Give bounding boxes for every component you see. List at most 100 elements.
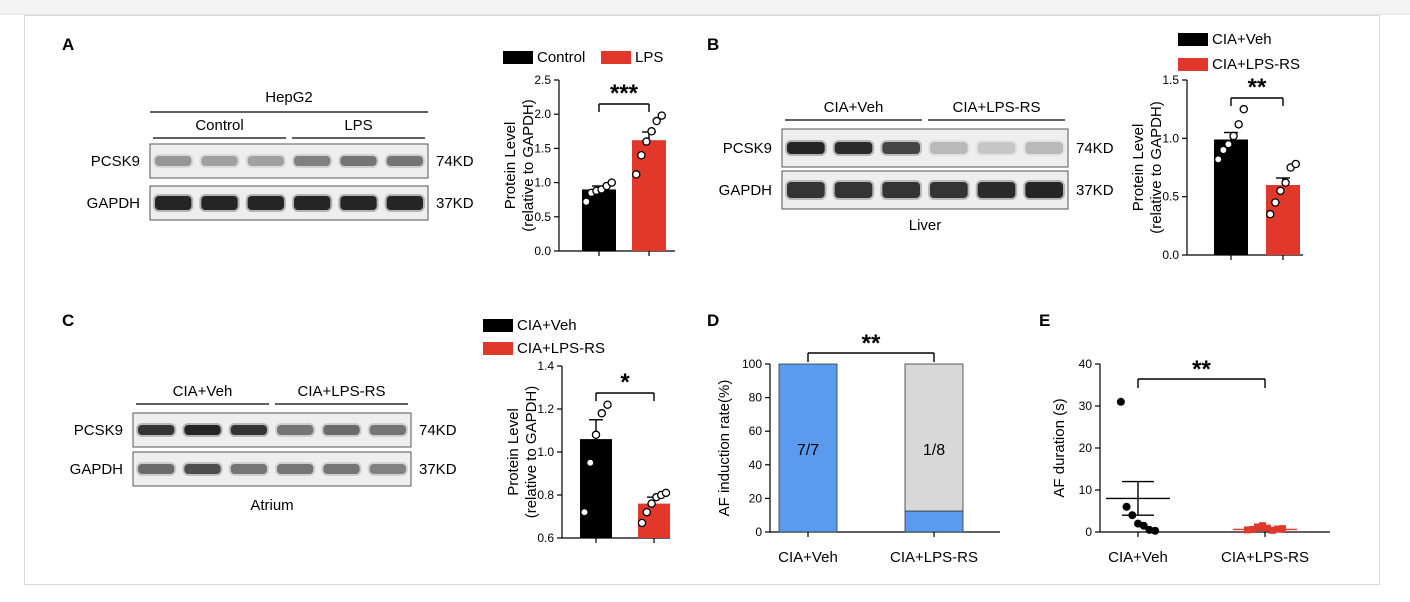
- blot-B-band-core: [882, 142, 920, 154]
- blot-A-band-halo: [338, 194, 379, 212]
- blot-B-band: [928, 140, 970, 156]
- blot-C-group-label: CIA+LPS-RS: [298, 383, 386, 400]
- blot-B-size-label: 37KD: [1076, 182, 1114, 199]
- chart-E-y-tick-label: 40: [1079, 357, 1093, 371]
- chart-A-bar-1: [632, 140, 666, 251]
- chart-A-point: [582, 197, 591, 207]
- blot-A-band-core: [201, 156, 238, 166]
- chart-B-point: [1291, 159, 1301, 169]
- chart-D-y-tick-label: 80: [749, 391, 763, 405]
- chart-B-sig-stars: **: [1248, 74, 1267, 101]
- chart-A-point: [657, 111, 667, 120]
- chart-C-point: [580, 507, 589, 517]
- blot-C-band-core: [230, 464, 267, 474]
- chart-E-point: [1151, 526, 1160, 535]
- blot-C-band-core: [369, 464, 406, 474]
- blot-C-band-halo: [321, 423, 362, 437]
- chart-C-legend-label: CIA+LPS-RS: [517, 340, 605, 357]
- blot-A-band: [153, 154, 194, 168]
- chart-A-point: [652, 116, 661, 126]
- blot-C-band-halo: [321, 462, 362, 476]
- blot-C-band-core: [138, 464, 175, 474]
- chart-B-point: [1219, 145, 1228, 155]
- chart-B-point: [1276, 186, 1285, 196]
- blot-B-band-core: [882, 182, 920, 198]
- blot-A-band-core: [294, 156, 331, 166]
- chart-A-y-tick-label: 2.0: [534, 107, 551, 121]
- blot-C-band: [136, 462, 177, 476]
- chart-D-x-tick-label: CIA+LPS-RS: [890, 549, 978, 566]
- blot-C-band-halo: [228, 462, 269, 476]
- blot-B-tissue-label: Liver: [909, 217, 942, 234]
- chart-A-y-tick-label: 2.5: [534, 73, 551, 87]
- chart-A-sig-stars: ***: [610, 80, 639, 107]
- blot-B-band-core: [930, 142, 968, 154]
- blot-C-row-frame: [132, 451, 412, 487]
- blot-A-band-core: [340, 156, 377, 166]
- chart-E-x-tick-label: CIA+Veh: [1108, 549, 1168, 566]
- blot-A-band: [245, 194, 286, 212]
- blot-A-band-core: [155, 196, 192, 210]
- blot-C-band-halo: [182, 462, 223, 476]
- blot-B-group-label: CIA+LPS-RS: [953, 99, 1041, 116]
- blot-C-protein-label: GAPDH: [70, 461, 123, 478]
- blot-C-band: [182, 423, 223, 437]
- blot-B-band: [785, 180, 827, 200]
- blot-C-group-label: CIA+Veh: [173, 383, 233, 400]
- panel-letter-B: B: [707, 35, 719, 54]
- blot-C-band-core: [230, 425, 267, 435]
- chart-E-point: [1254, 523, 1261, 531]
- chart-E-point: [1279, 525, 1286, 533]
- chart-D-y-tick-label: 20: [749, 491, 763, 505]
- blot-B-band: [928, 180, 970, 200]
- panel-letter-A: A: [62, 35, 74, 54]
- chart-B-y-tick-label: 0.0: [1162, 248, 1179, 262]
- blot-B-band-halo: [880, 140, 922, 156]
- chart-C-y-label-2: (relative to GAPDH): [523, 386, 540, 519]
- chart-E-y-tick-label: 0: [1085, 525, 1092, 539]
- chart-C-legend-swatch: [483, 319, 513, 332]
- blot-A-band-halo: [153, 194, 194, 212]
- blot-B-band-halo: [832, 180, 875, 200]
- blot-A-band: [338, 154, 379, 168]
- chart-E-point: [1269, 526, 1276, 534]
- chart-E-point: [1264, 524, 1271, 532]
- blot-C-band-halo: [275, 423, 316, 437]
- blot-C-band: [228, 462, 269, 476]
- blot-C-band-halo: [136, 462, 177, 476]
- blot-C-band: [321, 462, 362, 476]
- chart-D-bar-label: 7/7: [797, 442, 819, 459]
- chart-E-point: [1139, 521, 1148, 530]
- blot-C-band-halo: [136, 423, 177, 437]
- blot-B-band-halo: [785, 180, 827, 200]
- blot-B-row-frame: [781, 128, 1069, 168]
- blot-B-band-core: [977, 142, 1016, 154]
- blot-A-band: [292, 194, 333, 212]
- chart-B-point: [1229, 131, 1238, 141]
- chart-E-sig-stars: **: [1192, 356, 1211, 383]
- chart-D-y-tick-label: 100: [742, 357, 762, 371]
- blot-B-band-core: [1025, 142, 1063, 154]
- panel-letter-D: D: [707, 311, 719, 330]
- blot-C-band: [228, 423, 269, 437]
- panel-letter-C: C: [62, 311, 74, 330]
- chart-C-point: [642, 507, 652, 517]
- panel-letter-E: E: [1039, 311, 1050, 330]
- blot-B-band-halo: [975, 140, 1018, 156]
- blot-A-band: [245, 154, 286, 168]
- chart-B-y-tick-label: 1.5: [1162, 73, 1179, 87]
- chart-C-point: [585, 458, 595, 467]
- chart-B-point: [1281, 178, 1290, 187]
- blot-A-group-label: LPS: [344, 117, 372, 134]
- blot-B-band-core: [834, 182, 873, 198]
- blot-A-group-label: Control: [195, 117, 243, 134]
- blot-C-band-core: [277, 425, 314, 435]
- chart-E-point: [1122, 502, 1131, 511]
- blot-B-band-halo: [1023, 180, 1065, 200]
- chart-D-x-tick-label: CIA+Veh: [778, 549, 838, 566]
- blot-A-band-core: [247, 196, 284, 210]
- blot-B-band-halo: [928, 180, 970, 200]
- chart-C-legend-swatch: [483, 342, 513, 355]
- blot-A-band-core: [247, 156, 284, 166]
